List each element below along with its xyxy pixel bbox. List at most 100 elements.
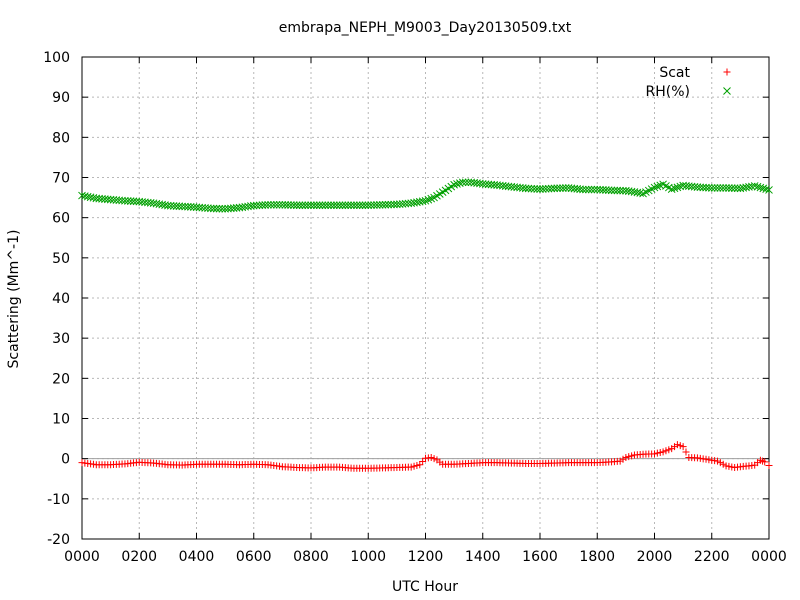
legend: Scat RH(%)	[646, 65, 731, 100]
x-tick-label: 1000	[350, 549, 386, 565]
y-tick-label: 0	[61, 452, 70, 468]
rh-point	[178, 202, 187, 211]
rh-point	[344, 201, 353, 210]
rh-point	[670, 184, 679, 193]
rh-point	[352, 201, 361, 210]
rh-point	[550, 184, 559, 193]
scat-point	[427, 453, 435, 461]
rh-point	[593, 185, 602, 194]
rh-point	[556, 184, 564, 193]
rh-point	[453, 180, 461, 188]
rh-point	[330, 201, 338, 210]
rh-point	[204, 204, 212, 213]
rh-point	[215, 204, 224, 213]
rh-point	[533, 185, 541, 193]
scat-point	[761, 458, 769, 466]
y-tick-label: 50	[52, 251, 70, 267]
scat-point	[616, 457, 624, 465]
rh-point	[762, 185, 770, 194]
rh-point	[756, 183, 765, 192]
rh-point	[298, 201, 307, 210]
y-tick-label: 100	[43, 50, 70, 66]
rh-point	[332, 201, 341, 210]
x-tick-label: 0000	[751, 549, 787, 565]
scat-point	[653, 449, 661, 457]
rh-point	[335, 201, 344, 210]
rh-point	[579, 185, 587, 194]
scat-point	[713, 457, 721, 465]
scat-point	[722, 462, 730, 470]
scat-point	[659, 448, 667, 456]
rh-point	[278, 200, 287, 209]
rh-point	[725, 184, 733, 192]
rh-point	[673, 183, 682, 192]
scat-point	[665, 446, 673, 454]
scat-point	[682, 448, 690, 456]
rh-point	[524, 184, 533, 193]
rh-point	[601, 186, 610, 194]
rh-point	[350, 201, 358, 210]
rh-point	[705, 183, 713, 192]
rh-point	[364, 201, 373, 210]
y-tick-label: 30	[52, 331, 70, 347]
rh-point	[347, 201, 355, 210]
legend-label: RH(%)	[646, 84, 690, 100]
scat-point	[419, 457, 427, 465]
rh-point	[587, 185, 596, 194]
rh-point	[361, 201, 370, 210]
rh-point	[367, 201, 375, 209]
rh-point	[292, 201, 301, 210]
rh-point	[719, 184, 728, 192]
x-tick-label: 2200	[694, 549, 730, 565]
rh-point	[613, 186, 622, 195]
x-tick-label: 0000	[64, 549, 100, 565]
rh-point	[252, 201, 261, 210]
rh-point	[544, 184, 553, 193]
rh-point	[272, 200, 281, 209]
series-scat	[78, 441, 773, 472]
rh-point	[255, 201, 264, 210]
rh-point	[418, 197, 427, 206]
rh-point	[461, 178, 470, 187]
rh-point	[699, 183, 708, 192]
rh-point	[581, 185, 590, 194]
rh-point	[553, 184, 562, 193]
rh-point	[710, 184, 719, 192]
rh-point	[209, 204, 218, 213]
rh-point	[536, 185, 544, 194]
scat-point	[651, 450, 658, 458]
rh-point	[267, 200, 275, 209]
x-axis-label: UTC Hour	[392, 579, 458, 595]
rh-point	[372, 201, 381, 209]
rh-point	[390, 200, 398, 209]
scat-point	[625, 453, 633, 461]
rh-point	[126, 197, 135, 205]
rh-point	[258, 201, 267, 209]
rh-point	[315, 201, 324, 210]
rh-point	[753, 182, 762, 191]
tick-labels: -20 -10 0 10 20 30 40 50 60 70 80 90 100 0000 0200 0400…	[43, 50, 787, 565]
scat-point	[407, 463, 415, 471]
rh-point	[747, 182, 756, 191]
y-tick-label: 10	[52, 412, 70, 428]
rh-point	[324, 201, 333, 210]
rh-point	[186, 203, 195, 211]
rh-point	[310, 201, 318, 210]
rh-point	[304, 201, 312, 210]
rh-point	[312, 201, 321, 210]
legend-marker	[723, 68, 731, 76]
rh-point	[264, 200, 272, 209]
x-tick-label: 0800	[293, 549, 329, 565]
rh-point	[358, 201, 367, 210]
scat-point	[673, 441, 681, 449]
rh-point	[707, 184, 716, 192]
rh-point	[261, 201, 270, 209]
rh-point	[327, 201, 335, 210]
scat-point	[716, 459, 724, 467]
x-tick-label: 1400	[465, 549, 501, 565]
rh-point	[716, 184, 725, 192]
scat-point	[430, 455, 438, 463]
y-axis-label: Scattering (Mm^-1)	[6, 230, 22, 369]
x-tick-label: 2000	[637, 549, 673, 565]
